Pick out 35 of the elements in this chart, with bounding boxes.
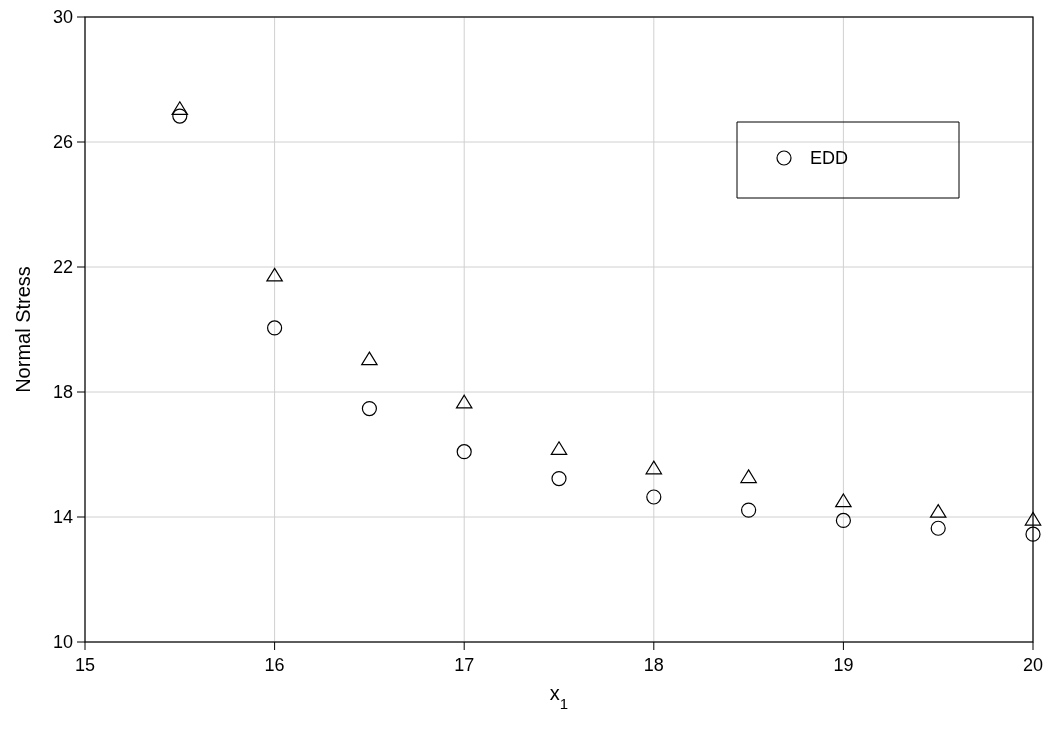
point [456, 444, 472, 460]
x-tick-label: 19 [833, 655, 854, 675]
x-axis-title: x$_{1}$ [549, 682, 569, 712]
x-tick-label: 20 [1022, 655, 1044, 675]
point [741, 502, 757, 518]
y-tick-label: 26 [52, 132, 73, 152]
point [930, 520, 946, 536]
point [267, 320, 283, 336]
y-tick-label: 22 [52, 257, 73, 277]
x-tick-label: 15 [74, 655, 96, 675]
point [646, 489, 662, 505]
point [455, 394, 473, 409]
point [835, 493, 852, 508]
y-tick-label: 30 [52, 7, 73, 27]
point [740, 469, 757, 484]
y-tick-label: 14 [52, 507, 73, 527]
x-tick-label: 17 [454, 655, 475, 675]
point [361, 400, 377, 417]
point [266, 267, 283, 282]
point [551, 470, 567, 487]
point [645, 460, 663, 475]
point [1024, 511, 1042, 526]
point [171, 101, 189, 115]
y-tick-label: 10 [52, 632, 73, 652]
point [361, 351, 378, 366]
legend-label: EDD [810, 148, 849, 168]
point [550, 441, 568, 455]
y-tick-label: 18 [52, 382, 73, 402]
point [1025, 526, 1041, 542]
x-tick-label: 16 [264, 655, 285, 675]
point [172, 108, 188, 124]
point [929, 504, 947, 518]
y-axis-title: Normal Stress [12, 266, 34, 393]
point [835, 512, 851, 529]
x-tick-label: 18 [643, 655, 664, 675]
